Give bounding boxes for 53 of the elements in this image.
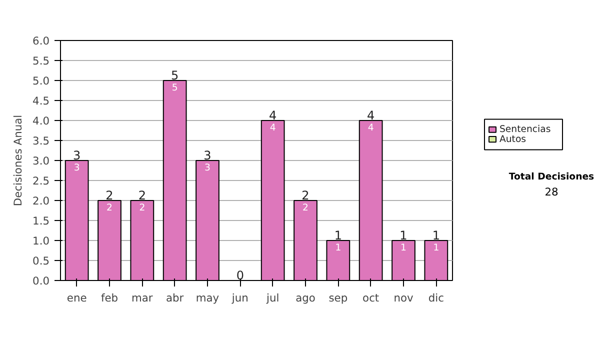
- text: 1: [433, 242, 440, 254]
- total-label: 1: [400, 228, 408, 242]
- total-label: 1: [334, 228, 342, 242]
- y-tick-label: 2.0: [32, 194, 50, 208]
- text: 4: [270, 122, 276, 134]
- y-tick-label: 5.5: [32, 54, 50, 68]
- total-label: 1: [432, 228, 440, 242]
- x-tick-label: sep: [328, 292, 348, 304]
- y-tick-label: 5.0: [32, 74, 50, 88]
- y-tick-label: 3.5: [32, 134, 50, 148]
- text: 5: [172, 82, 178, 94]
- total-label: 2: [106, 188, 114, 202]
- total-label: 3: [73, 148, 81, 162]
- y-axis-title: Decisiones Anual: [12, 114, 25, 206]
- text: 2: [106, 202, 112, 214]
- x-tick-label: jul: [265, 292, 280, 304]
- x-tick-label: may: [196, 292, 220, 304]
- legend-label: Autos: [500, 134, 526, 145]
- y-tick-label: 0.0: [32, 274, 50, 288]
- total-label: 2: [138, 188, 146, 202]
- y-tick-label: 3.0: [32, 154, 50, 168]
- y-tick-label: 6.0: [32, 34, 50, 48]
- total-label: 4: [367, 108, 375, 122]
- text: 28: [544, 185, 558, 198]
- y-tick-label: 4.5: [32, 94, 50, 108]
- y-tick-label: 1.0: [32, 234, 50, 248]
- x-tick-label: ene: [66, 292, 87, 304]
- x-tick-label: feb: [100, 292, 118, 304]
- x-tick-label: dic: [428, 292, 444, 304]
- text: 3: [74, 162, 80, 174]
- text: 1: [400, 242, 406, 254]
- text: 3: [204, 162, 210, 174]
- x-tick-label: mar: [132, 292, 154, 304]
- total-label: 3: [204, 148, 212, 162]
- total-label: 0: [236, 268, 244, 282]
- text: 2: [139, 202, 146, 214]
- text: Total Decisiones: [508, 172, 595, 182]
- text: 2: [302, 202, 308, 214]
- x-tick-label: jun: [230, 292, 248, 304]
- total-label: 2: [302, 188, 310, 202]
- x-tick-label: oct: [362, 292, 380, 304]
- legend-label: Sentencias: [500, 124, 551, 136]
- y-tick-label: 4.0: [32, 114, 50, 128]
- y-tick-label: 0.5: [32, 254, 50, 268]
- text: 4: [368, 122, 374, 134]
- total-label: 5: [171, 68, 179, 82]
- text: 1: [335, 242, 342, 254]
- y-tick-label: 2.5: [32, 174, 50, 188]
- y-tick-label: 1.5: [32, 214, 50, 228]
- x-tick-label: abr: [166, 292, 184, 304]
- x-tick-label: nov: [394, 292, 414, 304]
- total-label: 4: [269, 108, 277, 122]
- x-tick-label: ago: [296, 292, 316, 304]
